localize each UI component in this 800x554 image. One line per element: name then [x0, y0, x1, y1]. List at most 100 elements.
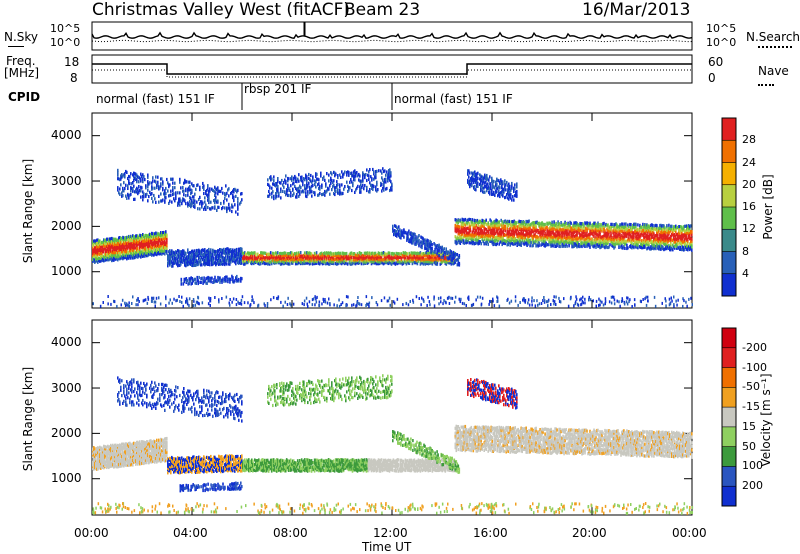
power-cell [185, 257, 187, 261]
power-cell [472, 233, 475, 237]
power-cell [109, 241, 111, 246]
power-cell [166, 233, 168, 237]
power-cell [276, 258, 279, 262]
power-cell [435, 257, 438, 261]
power-cell [98, 258, 100, 263]
power-cell [313, 251, 316, 255]
power-cell [133, 235, 135, 239]
power-cell [206, 249, 208, 253]
power-cell [302, 253, 305, 257]
power-cell [473, 223, 476, 227]
power-cell [470, 220, 473, 224]
power-cell [134, 239, 136, 243]
power-cell [114, 251, 116, 255]
power-cell [338, 256, 341, 260]
power-cell [195, 258, 197, 262]
power-cell [110, 237, 112, 241]
power-cell [466, 218, 469, 222]
power-cell [188, 255, 190, 259]
power-cell [172, 261, 174, 265]
power-cell [362, 260, 365, 264]
power-cell [118, 245, 120, 249]
power-cell [469, 218, 472, 222]
power-cell [119, 247, 121, 251]
power-cell [287, 262, 290, 266]
power-cell [236, 258, 238, 262]
power-cell [344, 252, 347, 256]
power-cell [105, 252, 107, 256]
power-cell [236, 255, 238, 259]
power-cell [229, 255, 231, 259]
power-cell [468, 222, 471, 226]
power-cell [216, 254, 218, 258]
power-cell [160, 192, 162, 196]
power-cell [146, 234, 148, 238]
power-cell [331, 257, 334, 261]
power-cell [445, 255, 448, 259]
power-cell [493, 190, 495, 194]
power-ytick-1000: 1000 [51, 264, 82, 278]
power-cell [454, 226, 457, 230]
power-cell [429, 255, 432, 259]
power-cell [123, 240, 125, 244]
power-cell [450, 262, 453, 266]
cpid-label: CPID [8, 90, 41, 104]
power-cell [241, 247, 243, 251]
power-cell [513, 198, 515, 202]
power-cell [435, 260, 438, 264]
power-cell [364, 256, 367, 260]
power-cell [340, 262, 343, 266]
power-cell [385, 256, 388, 260]
power-cell [424, 257, 427, 261]
power-cell [203, 191, 205, 196]
power-cell [408, 257, 411, 261]
power-cell [215, 195, 217, 199]
power-cell [126, 253, 128, 257]
power-cell [96, 254, 98, 258]
power-cell [421, 252, 424, 256]
noise-tick-right-top: 10^5 [706, 22, 737, 35]
power-colorbar-tick-label: 28 [742, 133, 756, 147]
power-cell [163, 237, 165, 241]
power-cell [208, 247, 210, 252]
power-cell [117, 250, 119, 254]
power-cell [367, 252, 370, 256]
power-cell [199, 195, 201, 199]
power-cell [362, 262, 365, 266]
power-cell [409, 253, 412, 257]
power-cell [376, 260, 379, 264]
power-cell [215, 260, 217, 264]
power-cell [109, 237, 111, 241]
power-cell [289, 251, 292, 255]
power-cell [375, 254, 378, 258]
power-cell [155, 248, 157, 252]
power-cell [165, 186, 167, 191]
power-cell [334, 261, 337, 266]
cpid-segment-3: normal (fast) 151 IF [394, 92, 513, 106]
power-cell [272, 259, 275, 263]
power-cell [368, 254, 371, 258]
power-cell [491, 188, 493, 192]
power-cell [393, 260, 396, 264]
power-cell [177, 257, 179, 261]
power-cell [461, 228, 464, 232]
power-cell [155, 180, 157, 184]
power-cell [149, 241, 151, 245]
power-cell [121, 236, 123, 240]
power-cell [141, 252, 143, 256]
power-cell [439, 255, 442, 260]
power-cell [248, 256, 250, 260]
power-cell [140, 237, 142, 241]
power-cell [213, 261, 215, 265]
power-cell [204, 263, 206, 267]
power-cell [598, 223, 600, 227]
power-cell [107, 253, 109, 257]
power-cell [467, 233, 470, 237]
power-cell [259, 254, 261, 258]
power-cell [388, 251, 391, 255]
power-cell [411, 251, 414, 255]
power-cell [261, 254, 263, 258]
power-cell [317, 254, 320, 258]
power-cell [509, 184, 511, 188]
power-cell [426, 254, 429, 258]
